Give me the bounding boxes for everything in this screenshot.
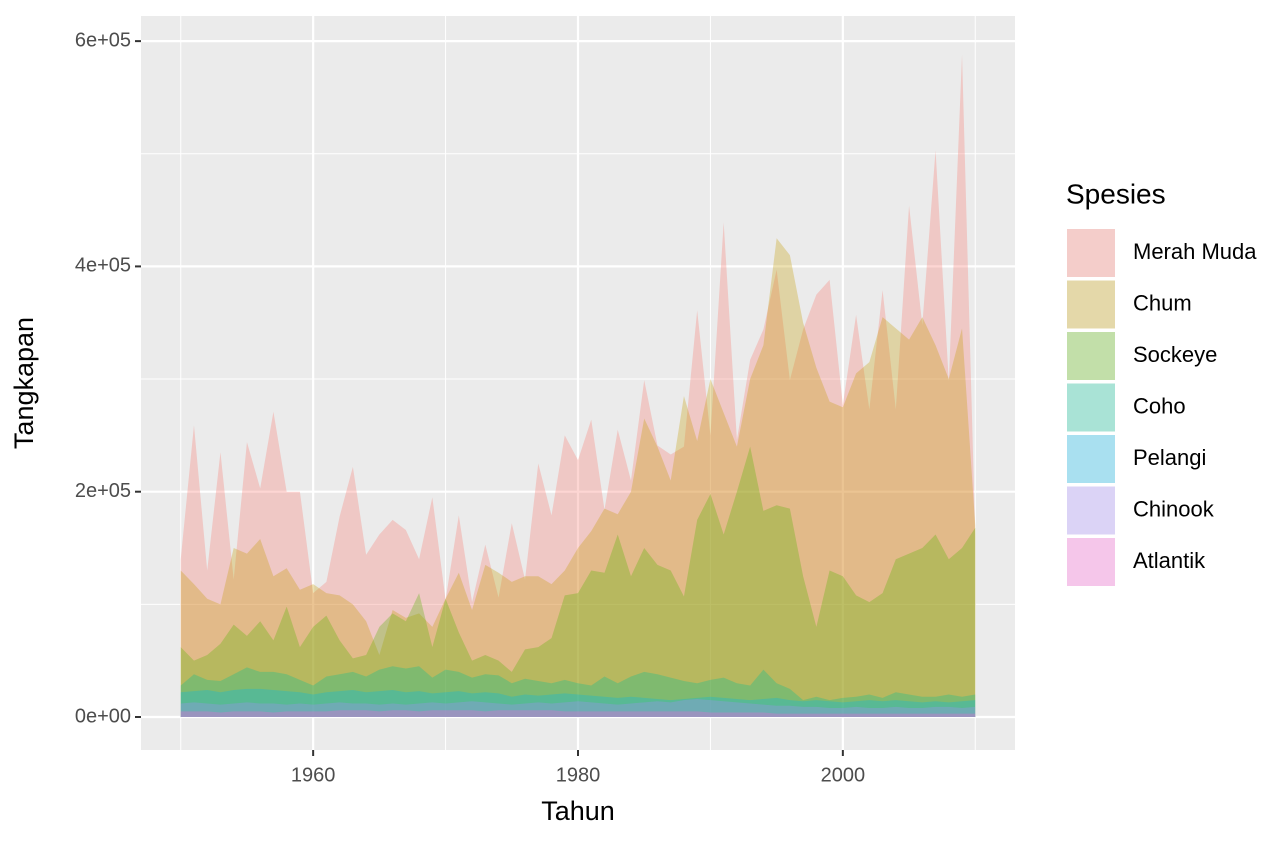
y-tick-label: 6e+05 — [75, 29, 131, 51]
area — [180, 688, 976, 717]
legend-label: Merah Muda — [1133, 239, 1257, 264]
legend-swatch — [1067, 280, 1115, 329]
area — [180, 698, 976, 717]
areas — [180, 54, 976, 717]
y-tick-label: 0e+00 — [75, 705, 131, 727]
legend-key — [1067, 383, 1115, 432]
x-tick-label: 2000 — [821, 764, 866, 786]
legend-key — [1067, 435, 1115, 483]
grid — [141, 16, 1015, 750]
y-axis-title: Tangkapan — [9, 317, 39, 449]
legend: Merah Muda Chum Sockeye Coho Pelangi Chinook A… — [1067, 229, 1257, 586]
legend-key — [1067, 538, 1115, 586]
legend-label: Pelangi — [1133, 445, 1206, 470]
legend-key — [1067, 280, 1115, 329]
area — [180, 666, 976, 717]
legend-swatch — [1067, 229, 1115, 277]
area — [180, 710, 976, 717]
legend-label: Chinook — [1133, 496, 1215, 521]
area — [180, 238, 976, 717]
x-tick-label: 1980 — [556, 764, 601, 786]
legend-swatch — [1067, 486, 1115, 535]
x-axis-title: Tahun — [541, 796, 615, 826]
legend-swatch — [1067, 538, 1115, 586]
legend-label: Sockeye — [1133, 342, 1217, 367]
y-tick-label: 2e+05 — [75, 480, 131, 502]
y-tick-label: 4e+05 — [75, 255, 131, 277]
legend-label: Atlantik — [1133, 548, 1206, 573]
legend-swatch — [1067, 435, 1115, 483]
legend-swatch — [1067, 383, 1115, 432]
legend-swatch — [1067, 332, 1115, 380]
axes: 0e+00 2e+05 4e+05 6e+05 1960 1980 2000 — [75, 29, 865, 786]
area — [180, 446, 976, 717]
x-tick-label: 1960 — [291, 764, 336, 786]
legend-label: Coho — [1133, 393, 1186, 418]
legend-key — [1067, 229, 1115, 277]
legend-label: Chum — [1133, 290, 1192, 315]
legend-key — [1067, 486, 1115, 535]
legend-key — [1067, 332, 1115, 380]
legend-title: Spesies — [1066, 178, 1166, 209]
area — [180, 54, 976, 717]
